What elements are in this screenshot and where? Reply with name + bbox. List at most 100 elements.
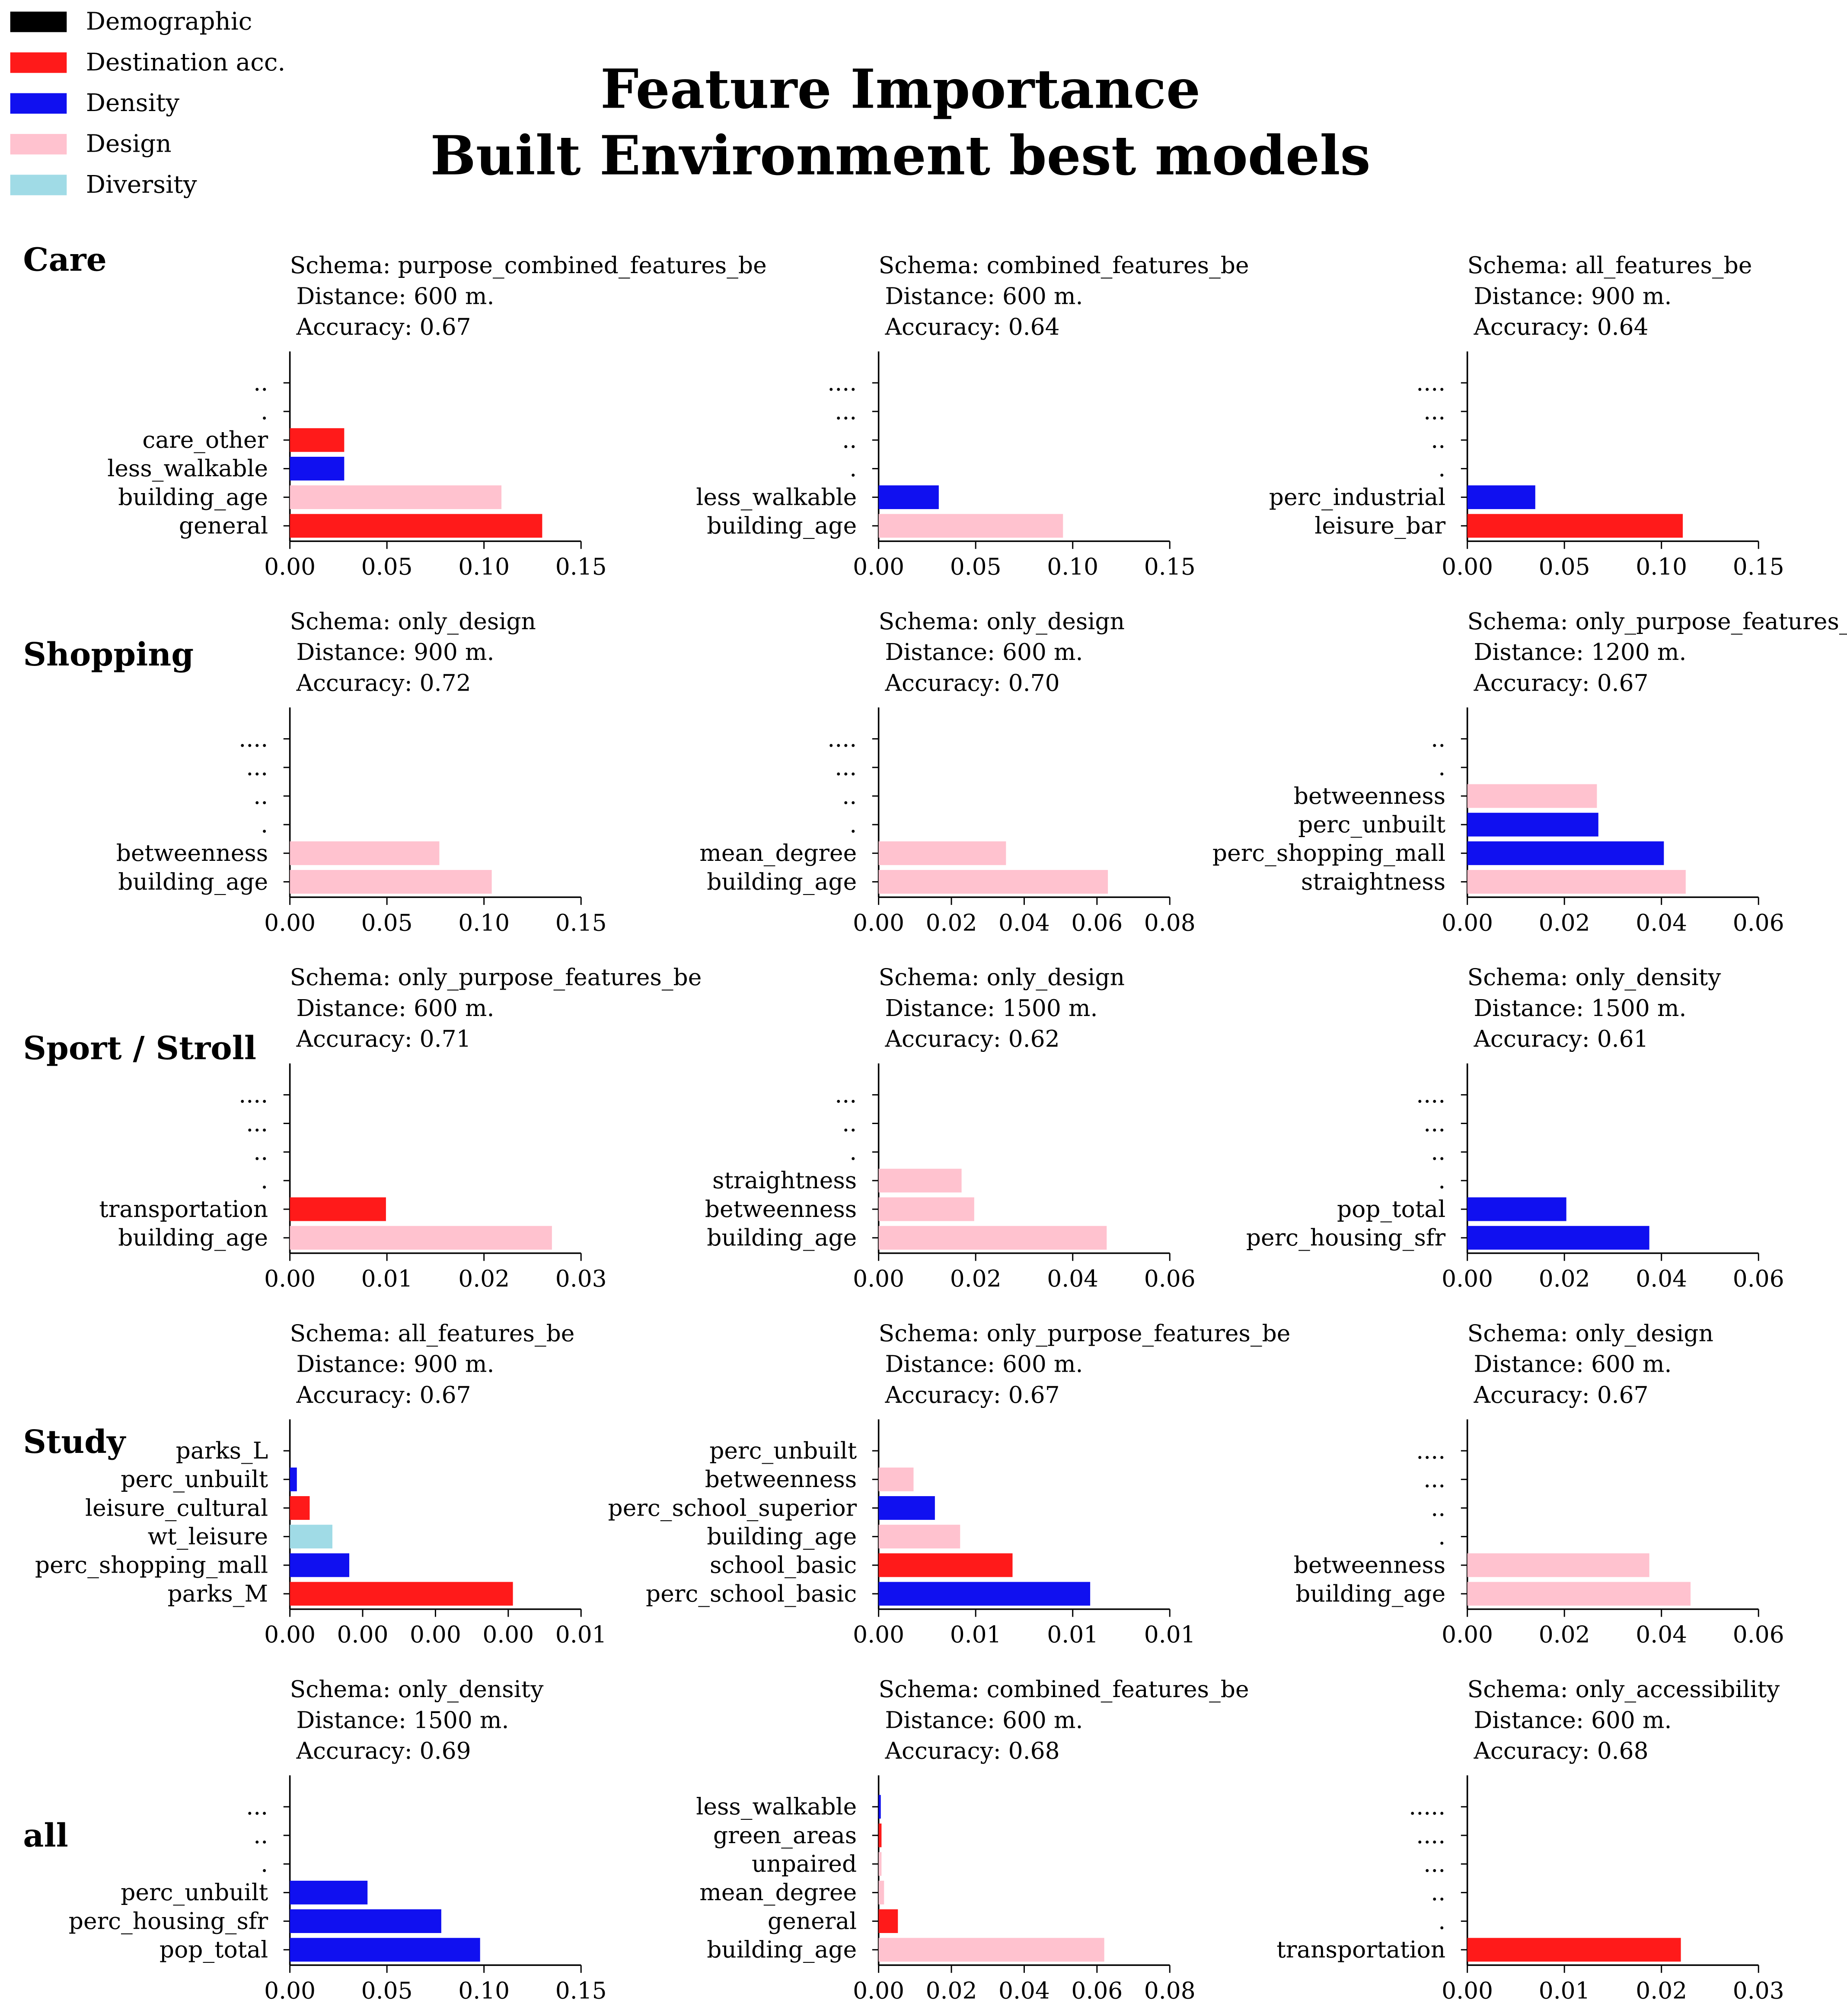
bar xyxy=(878,1795,881,1819)
y-tick-label: straightness xyxy=(712,1167,857,1194)
x-tick-label: 0.06 xyxy=(1733,1621,1784,1648)
legend-label-destination-acc: Destination acc. xyxy=(86,48,285,76)
panel-accuracy: Accuracy: 0.71 xyxy=(296,1025,471,1052)
y-tick-label: .. xyxy=(1431,1494,1445,1521)
x-tick-label: 0.00 xyxy=(853,1621,904,1648)
legend-label-density: Density xyxy=(86,89,179,117)
panel-distance: Distance: 1500 m. xyxy=(296,1706,509,1733)
y-tick-label: .... xyxy=(827,725,857,752)
y-tick-label: . xyxy=(1438,1167,1445,1194)
chart-panel: Schema: combined_features_be Distance: 60… xyxy=(696,1675,1249,2004)
x-tick-label: 0.00 xyxy=(853,1265,904,1292)
panel-distance: Distance: 600 m. xyxy=(1474,1350,1672,1378)
x-tick-label: 0.02 xyxy=(1539,1621,1590,1648)
y-tick-label: perc_unbuilt xyxy=(121,1465,268,1493)
bar xyxy=(290,1909,441,1933)
bar xyxy=(878,841,1006,865)
y-tick-label: perc_shopping_mall xyxy=(35,1551,268,1579)
x-tick-label: 0.04 xyxy=(1636,1621,1687,1648)
chart-panel: Schema: purpose_combined_features_be Dist… xyxy=(107,252,766,580)
y-tick-label: perc_unbuilt xyxy=(1298,811,1445,838)
y-tick-label: leisure_cultural xyxy=(85,1494,268,1521)
panel-accuracy: Accuracy: 0.67 xyxy=(296,313,471,341)
y-tick-label: .. xyxy=(253,369,268,396)
bar xyxy=(878,1467,914,1491)
x-tick-label: 0.00 xyxy=(264,1621,316,1648)
y-tick-label: building_age xyxy=(118,1224,268,1251)
bar xyxy=(290,1467,297,1491)
x-tick-label: 0.02 xyxy=(1539,909,1590,936)
y-tick-label: . xyxy=(261,1167,268,1194)
y-tick-label: ... xyxy=(835,754,857,781)
bar xyxy=(290,1553,350,1577)
panel-distance: Distance: 600 m. xyxy=(885,1350,1083,1378)
y-tick-label: .. xyxy=(253,782,268,809)
chart-panel: Schema: all_features_be Distance: 900 m. A… xyxy=(1269,252,1784,580)
x-tick-label: 0.02 xyxy=(926,909,977,936)
row-label: all xyxy=(23,1817,68,1854)
x-tick-label: 0.00 xyxy=(1442,1265,1493,1292)
bar xyxy=(878,1938,1104,1962)
x-tick-label: 0.06 xyxy=(1733,909,1784,936)
panel-accuracy: Accuracy: 0.62 xyxy=(884,1025,1059,1052)
bar xyxy=(878,1226,1107,1250)
y-tick-label: parks_L xyxy=(176,1437,268,1464)
panel-accuracy: Accuracy: 0.68 xyxy=(1473,1737,1648,1764)
row-label: Shopping xyxy=(23,636,194,673)
panel-schema: Schema: only_design xyxy=(879,608,1125,635)
x-tick-label: 0.06 xyxy=(1144,1265,1196,1292)
y-tick-label: .. xyxy=(842,782,857,809)
panel-distance: Distance: 900 m. xyxy=(296,1350,494,1378)
panel-schema: Schema: combined_features_be xyxy=(879,1675,1249,1703)
panel-distance: Distance: 900 m. xyxy=(296,638,494,666)
bar xyxy=(290,1197,386,1221)
x-tick-label: 0.05 xyxy=(361,909,413,936)
y-tick-label: betweenness xyxy=(1294,1551,1445,1579)
bar xyxy=(290,456,345,481)
y-tick-label: . xyxy=(849,811,857,838)
y-tick-label: perc_shopping_mall xyxy=(1212,839,1445,866)
chart-panel: Schema: only_purpose_features_be Distance… xyxy=(99,964,702,1292)
x-tick-label: 0.00 xyxy=(264,1265,316,1292)
panel-accuracy: Accuracy: 0.64 xyxy=(884,313,1059,341)
panel-schema: Schema: only_purpose_features_be xyxy=(879,1319,1291,1347)
bar xyxy=(878,485,939,510)
panel-distance: Distance: 600 m. xyxy=(1474,1706,1672,1733)
x-tick-label: 0.10 xyxy=(458,553,510,580)
chart-panel: Schema: only_design Distance: 600 m. Accur… xyxy=(1294,1319,1784,1648)
x-tick-label: 0.00 xyxy=(482,1621,534,1648)
bar xyxy=(878,1496,935,1520)
bar xyxy=(1467,514,1683,538)
row-label: Care xyxy=(23,241,106,278)
y-tick-label: building_age xyxy=(707,868,857,895)
y-tick-label: . xyxy=(261,1850,268,1877)
bar xyxy=(1467,870,1686,894)
y-tick-label: .. xyxy=(253,1138,268,1166)
x-tick-label: 0.01 xyxy=(1144,1621,1196,1648)
bar xyxy=(878,1909,898,1933)
x-tick-label: 0.03 xyxy=(1733,1977,1784,2004)
y-tick-label: school_basic xyxy=(710,1551,857,1579)
x-tick-label: 0.06 xyxy=(1071,909,1123,936)
x-tick-label: 0.00 xyxy=(853,1977,904,2004)
x-tick-label: 0.05 xyxy=(950,553,1002,580)
y-tick-label: .. xyxy=(1431,1879,1445,1906)
y-tick-label: . xyxy=(261,811,268,838)
x-tick-label: 0.00 xyxy=(853,553,904,580)
y-tick-label: transportation xyxy=(1276,1936,1445,1963)
y-tick-label: .... xyxy=(1416,1081,1445,1108)
panel-schema: Schema: all_features_be xyxy=(1467,252,1752,279)
x-tick-label: 0.00 xyxy=(264,1977,316,2004)
y-tick-label: betweenness xyxy=(705,1465,857,1493)
x-tick-label: 0.01 xyxy=(950,1621,1002,1648)
x-tick-label: 0.04 xyxy=(998,1977,1050,2004)
y-tick-label: care_other xyxy=(142,426,268,453)
panel-distance: Distance: 600 m. xyxy=(885,638,1083,666)
panel-accuracy: Accuracy: 0.67 xyxy=(884,1381,1059,1408)
y-tick-label: wt_leisure xyxy=(148,1522,268,1550)
x-tick-label: 0.10 xyxy=(458,909,510,936)
x-tick-label: 0.02 xyxy=(458,1265,510,1292)
panel-schema: Schema: only_design xyxy=(290,608,536,635)
chart-panel: Schema: only_design Distance: 1500 m. Accu… xyxy=(705,964,1196,1292)
y-tick-label: building_age xyxy=(707,1522,857,1550)
